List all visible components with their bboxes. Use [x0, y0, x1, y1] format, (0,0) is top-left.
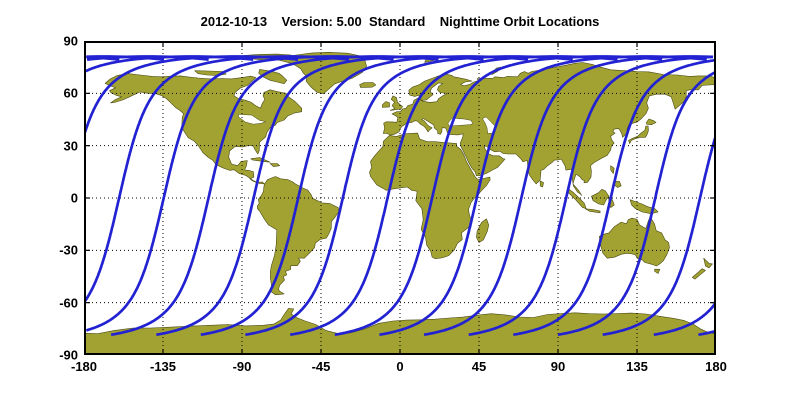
- land-japan-hokkaido: [646, 118, 657, 125]
- y-tick-label-0: 0: [70, 190, 78, 206]
- x-tick-label-0: 0: [396, 359, 404, 374]
- land-australia: [599, 216, 670, 267]
- x-tick-label--135: -135: [149, 359, 177, 374]
- orbit-track-6: [245, 55, 573, 337]
- y-tick-label-90: 90: [63, 33, 78, 49]
- land-nz-north: [703, 257, 713, 269]
- y-tick-label-30: 30: [63, 138, 78, 154]
- land-africa: [369, 132, 491, 259]
- orbit-track-1: [84, 55, 716, 337]
- x-tick-label-180: 180: [705, 359, 727, 374]
- x-tick-label-135: 135: [626, 359, 648, 374]
- land-luzon: [610, 165, 615, 174]
- x-tick-label--180: -180: [70, 359, 98, 374]
- land-ireland: [382, 101, 390, 108]
- land-north-america: [104, 73, 302, 185]
- land-hispaniola: [269, 163, 280, 167]
- x-tick-label--90: -90: [232, 359, 252, 374]
- land-great-britain: [390, 95, 403, 111]
- land-south-america: [257, 176, 340, 296]
- land-new-guinea: [629, 199, 659, 214]
- land-tasmania: [654, 268, 661, 274]
- land-cuba: [250, 157, 271, 163]
- orbit-track-3: [110, 55, 439, 337]
- orbit-track-9: [379, 55, 707, 337]
- land-madagascar: [476, 218, 489, 243]
- orbit-track-5: [200, 55, 529, 337]
- orbit-track-8: [334, 55, 663, 337]
- y-tick-label-60: 60: [63, 85, 78, 101]
- land-iceland: [359, 82, 377, 88]
- land-japan-honshu: [628, 125, 649, 144]
- plot-frame: [84, 41, 716, 355]
- y-tick-label--90: -90: [59, 347, 78, 363]
- x-tick-label-45: 45: [471, 359, 487, 374]
- land-java: [584, 208, 601, 214]
- land-sri-lanka: [539, 180, 544, 188]
- x-tick-label-90: 90: [550, 359, 566, 374]
- land-nz-south: [692, 268, 706, 280]
- chart-title: 2012-10-13 Version: 5.00 Standard Nightt…: [200, 14, 600, 29]
- land-borneo: [591, 189, 610, 206]
- world-map-orbit-tracks-svg: [84, 41, 716, 355]
- lake-great-lakes: [238, 114, 267, 125]
- plot-area: [84, 41, 716, 355]
- y-tick-label--30: -30: [59, 242, 78, 258]
- x-tick-label--45: -45: [311, 359, 331, 374]
- orbit-track-14: [84, 55, 716, 337]
- y-tick-label--60: -60: [59, 295, 78, 311]
- orbit-track-4: [156, 55, 484, 337]
- orbit-track-7: [289, 55, 618, 337]
- orbit-track-2: [85, 55, 716, 337]
